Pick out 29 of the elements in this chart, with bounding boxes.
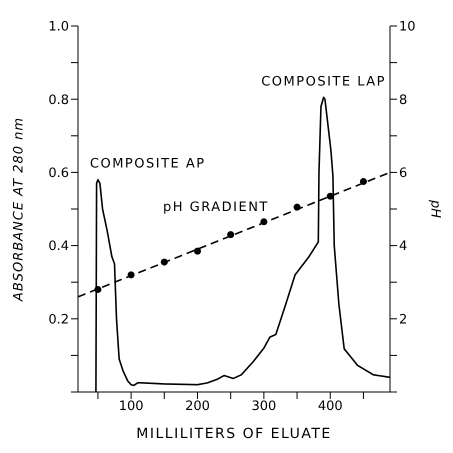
- y2-tick-label: 2: [399, 312, 408, 328]
- point: [294, 204, 301, 211]
- y2-tick-label: 10: [399, 20, 416, 35]
- point: [194, 248, 201, 255]
- point: [260, 218, 268, 226]
- point: [128, 271, 135, 278]
- y-tick-label: 1.0: [48, 20, 69, 35]
- y2-tick-label: 6: [399, 166, 408, 182]
- y-tick-label: 0.4: [48, 239, 69, 254]
- y2-axis-title: pH: [427, 198, 442, 218]
- y-tick-label: 0.6: [48, 166, 69, 182]
- y2-tick-label: 8: [399, 92, 408, 108]
- point: [326, 192, 334, 200]
- point: [360, 178, 367, 186]
- annotation: pH GRADIENT: [163, 200, 269, 215]
- x-tick-label: 200: [185, 399, 210, 414]
- y-tick-label: 0.2: [48, 312, 69, 328]
- point: [160, 258, 168, 266]
- x-tick-label: 100: [118, 399, 144, 414]
- x-axis-title: MILLILITERS OF ELUATE: [136, 426, 332, 442]
- annotation: COMPOSITE LAP: [261, 74, 386, 90]
- annotation: COMPOSITE AP: [90, 156, 206, 172]
- x-tick-label: 300: [251, 399, 276, 414]
- point: [227, 231, 234, 238]
- y-tick-label: 0.8: [48, 92, 69, 108]
- y-axis-title: ABSORBANCE AT 280 nm: [12, 116, 27, 302]
- point: [94, 286, 102, 294]
- x-tick-label: 400: [318, 399, 343, 414]
- y2-tick-label: 4: [399, 239, 408, 254]
